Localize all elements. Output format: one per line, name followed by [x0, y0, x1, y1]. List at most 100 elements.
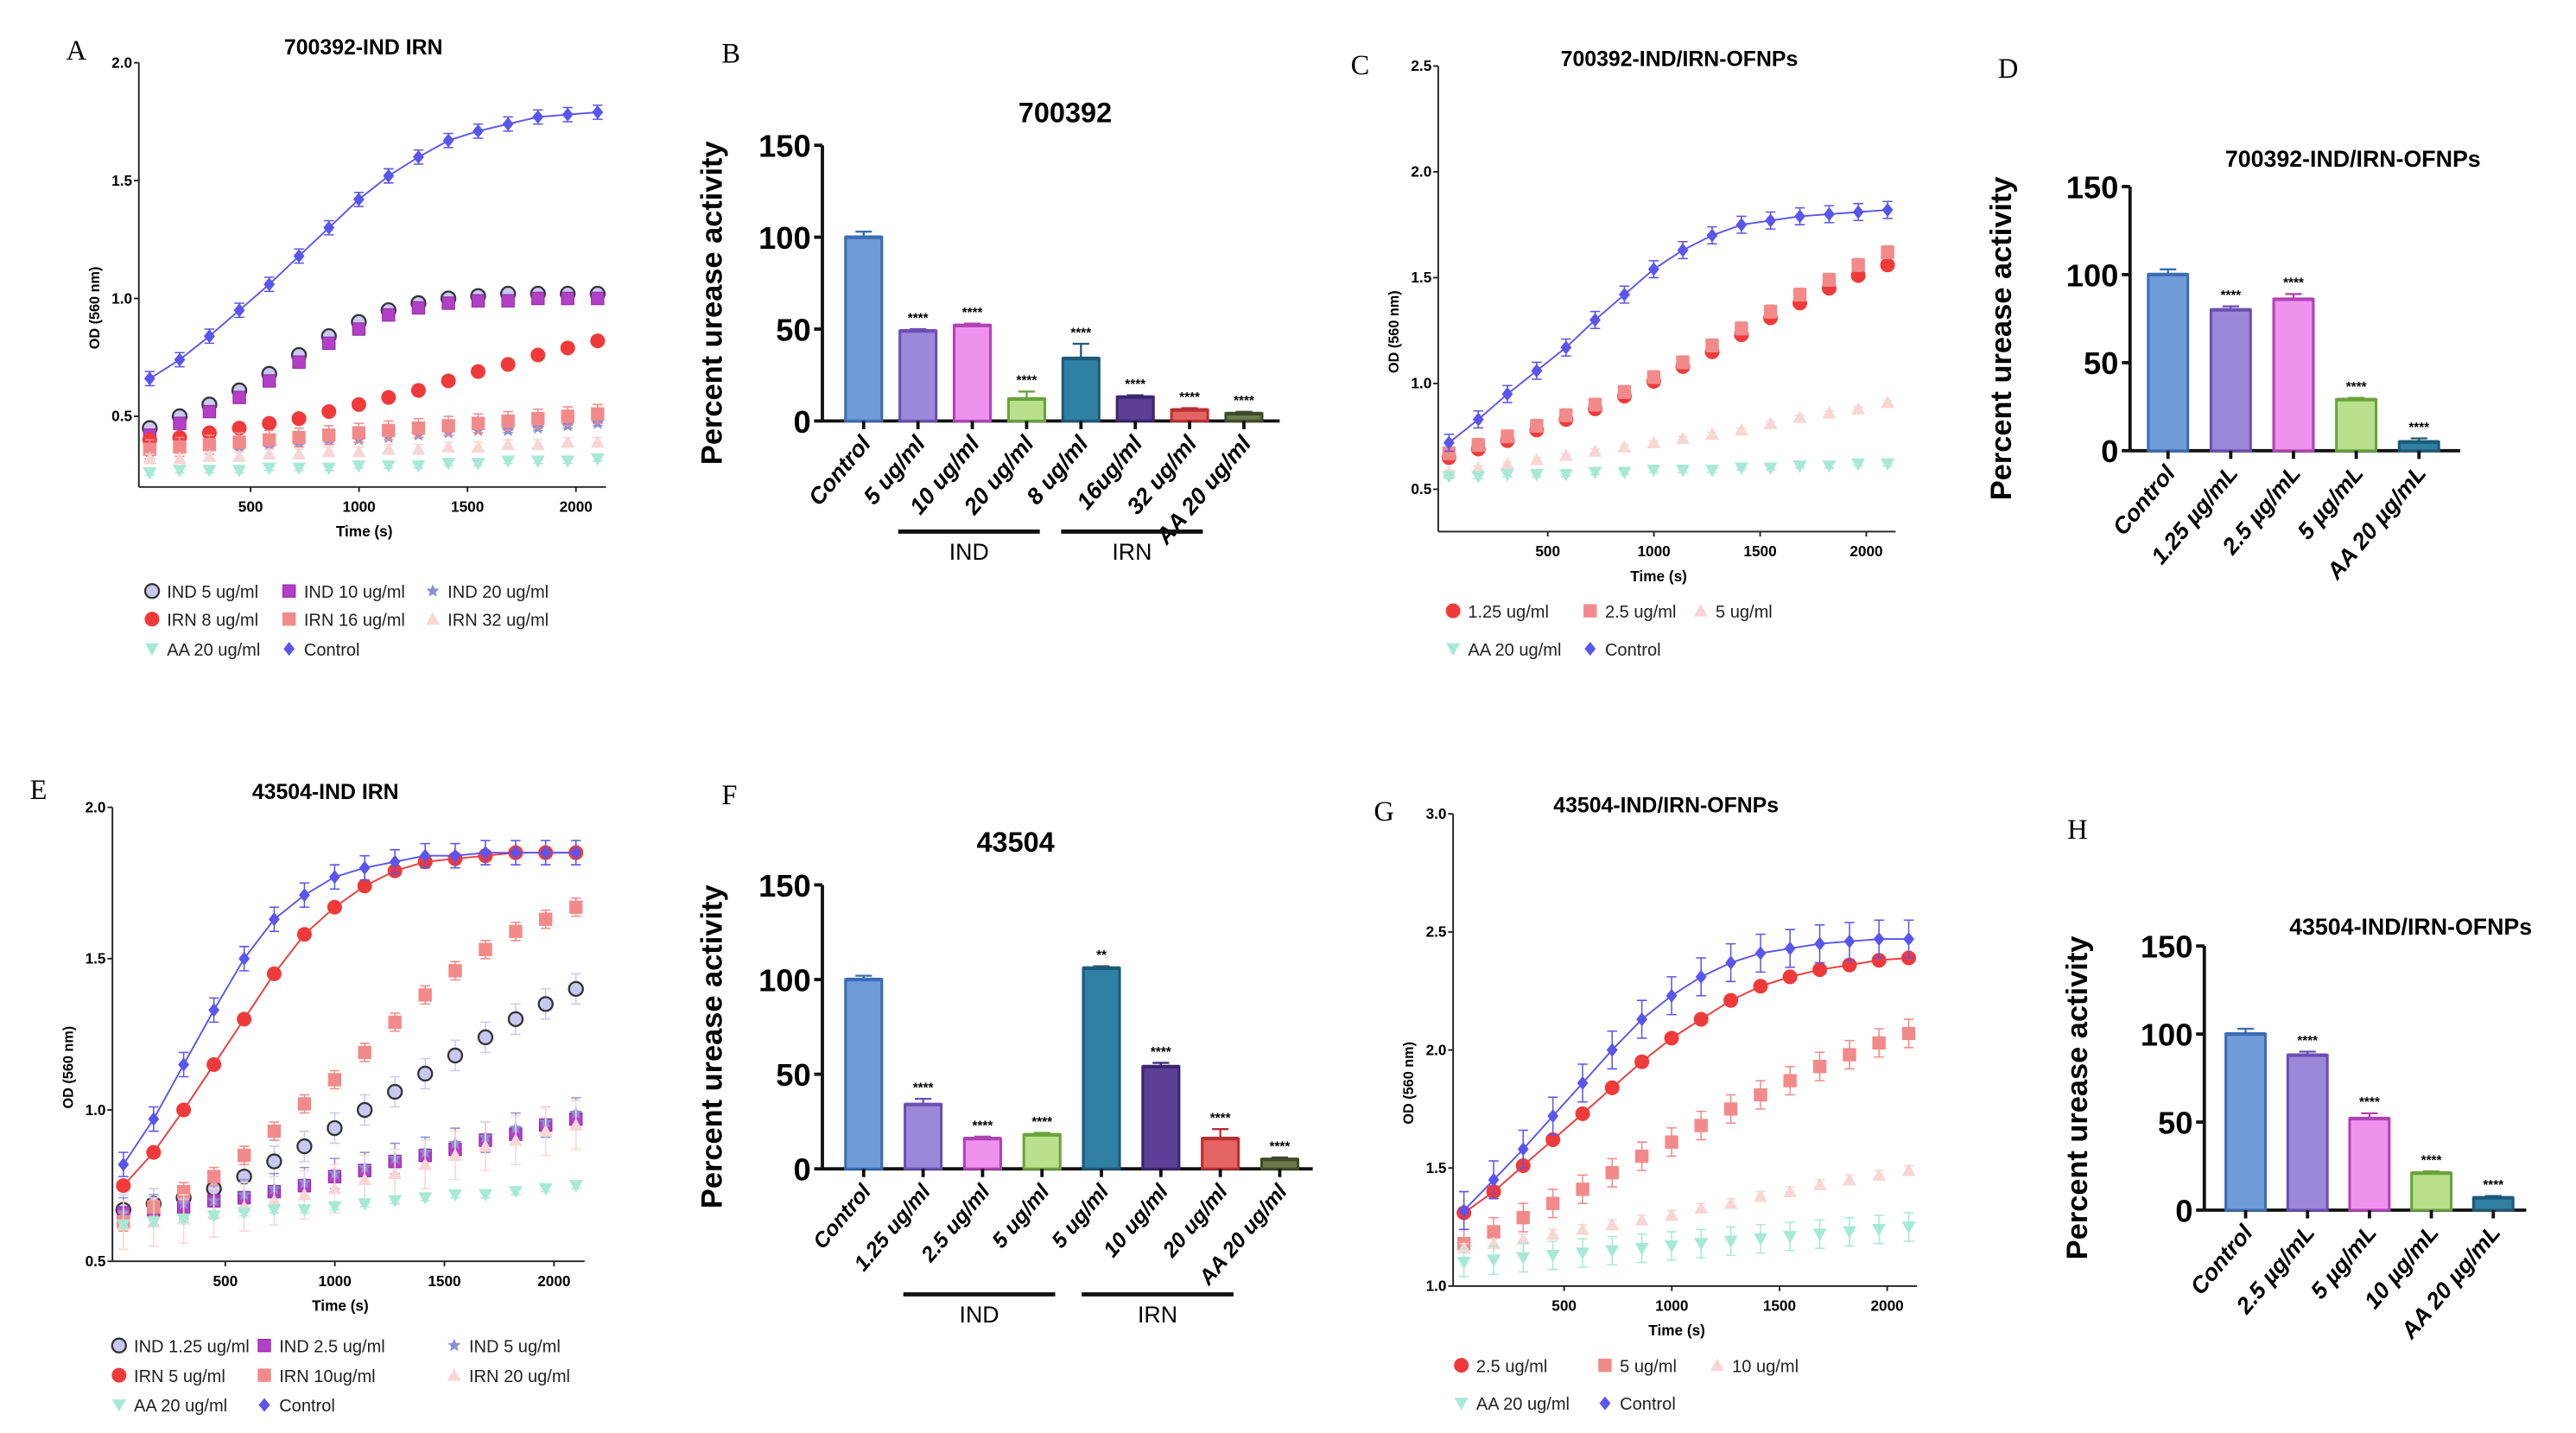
legend-label: IRN 5 ug/ml	[134, 1367, 225, 1386]
legend-marker	[282, 612, 296, 626]
data-point	[352, 426, 366, 440]
data-point	[561, 455, 575, 468]
data-point	[1531, 364, 1543, 378]
legend-item: 5 ug/ml	[1598, 1357, 1677, 1376]
data-point	[1558, 448, 1573, 461]
data-point	[381, 442, 396, 455]
data-point	[540, 846, 552, 860]
x-axis-label: Time (s)	[1630, 567, 1687, 585]
data-point	[590, 434, 605, 448]
data-point	[1873, 932, 1885, 947]
data-point	[418, 1157, 433, 1170]
x-tick-label: 2000	[1870, 1297, 1903, 1315]
legend-marker	[1693, 604, 1708, 617]
series-irn-16-ug-ml	[143, 403, 605, 460]
series-2-5-ug-ml	[1442, 244, 1894, 460]
chart-title: 700392	[1018, 97, 1112, 128]
y-tick-label: 2.5	[1426, 923, 1447, 941]
significance-label: ****	[973, 1119, 993, 1133]
y-tick-label: 1.0	[86, 1101, 106, 1119]
data-point	[449, 848, 461, 863]
y-tick-label: 1.0	[1426, 1278, 1447, 1295]
data-point	[442, 133, 454, 148]
data-point	[1471, 471, 1486, 484]
x-tick-label: 1000	[1637, 542, 1670, 560]
data-point	[293, 249, 305, 263]
data-point	[1559, 408, 1573, 422]
data-point	[441, 419, 455, 433]
legend-item: IRN 16 ug/ml	[282, 611, 405, 630]
legend-marker	[1583, 604, 1597, 618]
data-point	[116, 1178, 131, 1194]
legend-item: Control	[283, 641, 359, 660]
panel-label: H	[2067, 815, 2087, 846]
y-tick-label: 1.5	[111, 172, 132, 189]
data-point	[441, 373, 456, 389]
data-point	[419, 848, 431, 863]
data-point	[386, 1083, 403, 1100]
legend-label: AA 20 ug/ml	[1468, 641, 1561, 660]
bar	[953, 324, 993, 422]
x-axis-label: Time (s)	[312, 1297, 369, 1315]
data-point	[1487, 1225, 1501, 1239]
data-point	[1792, 410, 1807, 423]
data-point	[202, 404, 217, 419]
data-point	[1617, 466, 1632, 479]
data-point	[1753, 1233, 1768, 1246]
bar	[2410, 1171, 2453, 1212]
data-point	[530, 347, 546, 363]
data-point	[172, 452, 187, 465]
data-point	[321, 404, 337, 420]
data-point	[1487, 1254, 1501, 1267]
y-tick-label: 1.0	[1411, 375, 1431, 392]
data-point	[1783, 1074, 1797, 1087]
data-point	[1500, 468, 1514, 482]
data-point	[411, 460, 426, 473]
legend-marker	[283, 642, 295, 656]
data-point	[1704, 427, 1720, 441]
data-point	[1872, 1168, 1887, 1181]
data-point	[507, 1011, 524, 1028]
data-point	[1576, 1183, 1589, 1196]
y-tick-label: 50	[776, 312, 810, 347]
data-point	[116, 1219, 130, 1233]
data-point	[1694, 1119, 1708, 1132]
data-point	[321, 462, 336, 476]
data-point	[1545, 1196, 1560, 1210]
data-point	[508, 1186, 523, 1199]
x-tick-label: 1500	[1763, 1297, 1796, 1315]
panel-e: E 43504-IND IRN 0.5 1.0 1.5 2.0 500 1000 1500 200…	[30, 775, 585, 1416]
legend-label: Control	[1605, 641, 1661, 660]
data-point	[1530, 419, 1544, 433]
data-point	[322, 336, 336, 351]
chart-title: 43504-IND/IRN-OFNPs	[1553, 794, 1779, 817]
data-point	[441, 296, 455, 310]
series-line	[149, 111, 598, 380]
legend-item: 10 ug/ml	[1710, 1357, 1799, 1376]
y-tick-label: 3.0	[1426, 805, 1447, 822]
data-point	[1812, 1177, 1827, 1190]
legend-marker	[258, 1398, 270, 1412]
data-point	[1677, 243, 1689, 257]
series-aa-20-ug-ml	[143, 453, 605, 480]
data-point	[479, 942, 492, 957]
data-point	[1734, 422, 1748, 436]
data-point	[1723, 1196, 1738, 1209]
data-point	[1783, 1231, 1798, 1244]
x-tick-label: 2000	[560, 498, 593, 516]
significance-label: ****	[2483, 1178, 2503, 1193]
data-point	[1545, 1227, 1560, 1240]
data-point	[561, 291, 574, 306]
data-point	[1765, 213, 1777, 228]
data-point	[1763, 462, 1778, 475]
data-point	[1705, 339, 1719, 352]
data-point	[292, 447, 307, 460]
legend-label: 10 ug/ml	[1732, 1357, 1799, 1376]
data-point	[1456, 1241, 1471, 1254]
data-point	[1501, 429, 1514, 443]
data-point	[591, 407, 605, 421]
data-point	[237, 1207, 251, 1221]
data-point	[173, 416, 187, 430]
y-tick-label: 2.0	[1411, 163, 1431, 181]
data-point	[1851, 458, 1866, 472]
